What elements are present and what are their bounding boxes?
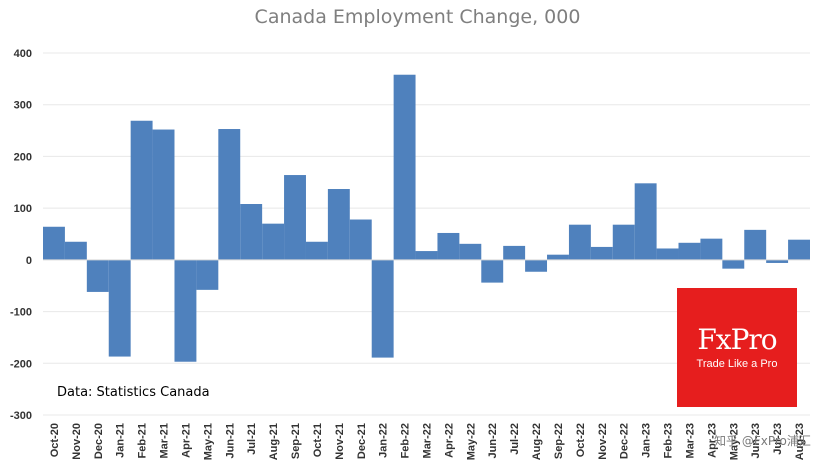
bar-may-23 xyxy=(722,259,745,269)
bar-mar-22 xyxy=(415,251,438,260)
bar-mar-23 xyxy=(678,242,701,260)
fxpro-logo: FxPro Trade Like a Pro xyxy=(677,288,797,407)
x-tick-label: Aug-21 xyxy=(268,423,280,460)
x-tick-label: Nov-21 xyxy=(334,423,346,460)
bars xyxy=(43,74,810,362)
x-tick-label: Jan-22 xyxy=(378,423,390,458)
bar-jun-22 xyxy=(481,259,504,283)
bar-feb-22 xyxy=(393,74,416,260)
x-tick-label: Sep-22 xyxy=(553,423,565,459)
x-tick-label: Mar-21 xyxy=(159,423,171,458)
y-axis-ticks: 400 300 200 100 0 -100 -200 -300 xyxy=(10,48,32,422)
x-tick-label: Jun-21 xyxy=(224,423,236,458)
y-tick-label: 400 xyxy=(14,48,32,60)
y-tick-label: 100 xyxy=(14,203,32,215)
bar-jan-23 xyxy=(634,183,657,260)
bar-apr-22 xyxy=(437,232,460,260)
y-tick-label: 0 xyxy=(26,255,32,267)
x-tick-label: Mar-22 xyxy=(422,423,434,458)
bar-apr-23 xyxy=(700,238,723,260)
bar-jul-23 xyxy=(766,259,789,263)
x-tick-label: Apr-22 xyxy=(443,423,455,458)
x-tick-label: Feb-23 xyxy=(663,423,675,458)
x-tick-label: Apr-21 xyxy=(180,423,192,458)
bar-oct-22 xyxy=(568,224,591,260)
bar-feb-21 xyxy=(130,120,153,260)
chart-title: Canada Employment Change, 000 xyxy=(254,6,581,28)
x-tick-label: Sep-21 xyxy=(290,423,302,459)
bar-aug-23 xyxy=(788,239,810,260)
x-tick-label: May-22 xyxy=(465,423,477,460)
x-tick-label: Feb-22 xyxy=(400,423,412,458)
bar-nov-21 xyxy=(327,189,350,260)
x-tick-label: Aug-23 xyxy=(794,423,806,460)
bar-jun-23 xyxy=(744,229,767,260)
bar-mar-21 xyxy=(152,129,175,260)
x-tick-label: May-21 xyxy=(202,423,214,460)
x-tick-label: Mar-23 xyxy=(684,423,696,458)
bar-feb-23 xyxy=(656,248,679,260)
y-tick-label: -300 xyxy=(10,410,32,422)
bar-apr-21 xyxy=(174,259,197,362)
bar-oct-20 xyxy=(43,226,65,260)
x-tick-label: Aug-22 xyxy=(531,423,543,460)
bar-oct-21 xyxy=(305,241,328,260)
bar-jan-22 xyxy=(371,259,394,358)
source-note: Data: Statistics Canada xyxy=(57,385,210,400)
x-tick-label: Jan-21 xyxy=(115,423,127,458)
fxpro-logo-name: FxPro xyxy=(697,323,777,356)
x-tick-label: Jul-21 xyxy=(246,423,258,455)
y-tick-label: 300 xyxy=(14,100,32,112)
gridlines xyxy=(43,52,810,416)
bar-may-22 xyxy=(459,243,482,260)
x-tick-label: Nov-22 xyxy=(597,423,609,460)
y-tick-label: -100 xyxy=(10,307,32,319)
x-tick-label: Apr-23 xyxy=(706,423,718,458)
x-tick-label: Jun-22 xyxy=(487,423,499,458)
bar-dec-22 xyxy=(612,224,635,260)
x-tick-label: Oct-20 xyxy=(49,423,61,457)
bar-jun-21 xyxy=(218,129,241,260)
x-tick-label: Oct-21 xyxy=(312,423,324,457)
x-tick-label: Dec-20 xyxy=(93,423,105,459)
bar-aug-22 xyxy=(525,259,548,272)
x-tick-label: Jul-23 xyxy=(772,423,784,455)
bar-jul-21 xyxy=(240,204,263,260)
bar-dec-20 xyxy=(86,259,109,292)
bar-jan-21 xyxy=(108,259,131,357)
bar-jul-22 xyxy=(503,245,526,260)
y-tick-label: 200 xyxy=(14,151,32,163)
x-tick-label: Jun-23 xyxy=(750,423,762,458)
x-tick-label: May-23 xyxy=(728,423,740,460)
x-tick-label: Dec-21 xyxy=(356,423,368,459)
x-axis-ticks: Oct-20 Nov-20 Dec-20 Jan-21 Feb-21 Mar-21 Apr-… xyxy=(49,423,806,460)
x-tick-label: Dec-22 xyxy=(619,423,631,459)
x-tick-label: Nov-20 xyxy=(71,423,83,460)
bar-nov-20 xyxy=(64,241,87,260)
bar-may-21 xyxy=(196,259,219,290)
bar-sep-21 xyxy=(284,175,306,260)
bar-aug-21 xyxy=(262,223,285,260)
bar-nov-22 xyxy=(590,246,613,260)
x-tick-label: Jul-22 xyxy=(509,423,521,455)
x-tick-label: Jan-23 xyxy=(641,423,653,458)
fxpro-logo-tagline: Trade Like a Pro xyxy=(696,358,778,370)
x-tick-label: Feb-21 xyxy=(137,423,149,458)
watermark: 知乎 @FxPro浦汇 xyxy=(714,434,811,448)
bar-dec-21 xyxy=(349,219,372,260)
bar-sep-22 xyxy=(547,254,569,260)
x-tick-label: Oct-22 xyxy=(575,423,587,457)
y-tick-label: -200 xyxy=(10,358,32,370)
